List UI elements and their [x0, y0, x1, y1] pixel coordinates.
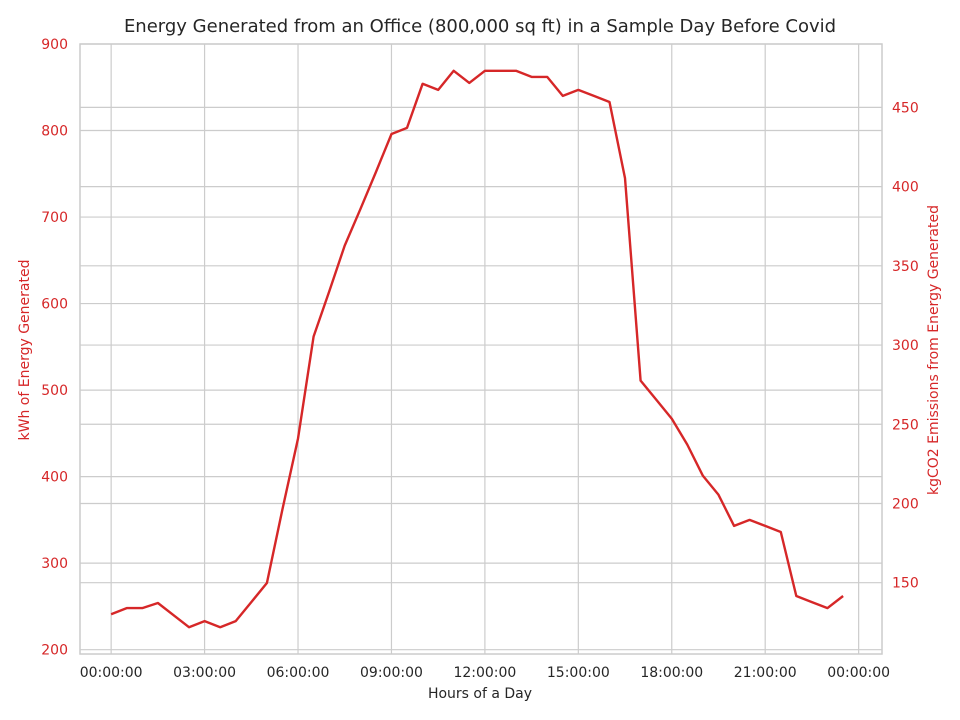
x-tick-label-6: 18:00:00 — [640, 665, 703, 681]
x-tick-labels: 00:00:00 03:00:00 06:00:00 09:00:00 12:00:00… — [80, 665, 890, 681]
x-tick-label-2: 06:00:00 — [267, 665, 330, 681]
y-right-tick-label-6: 450 — [892, 100, 919, 116]
x-tick-label-5: 15:00:00 — [547, 665, 610, 681]
x-tick-label-1: 03:00:00 — [173, 665, 236, 681]
y-right-axis-label: kgCO2 Emissions from Energy Generated — [926, 205, 942, 495]
y-left-tick-label-7: 900 — [41, 37, 68, 53]
x-tick-label-8: 00:00:00 — [827, 665, 890, 681]
y-left-tick-label-6: 800 — [41, 124, 68, 140]
chart-title: Energy Generated from an Office (800,000… — [124, 16, 836, 37]
y-left-tick-label-4: 600 — [41, 297, 68, 313]
y-left-tick-labels: 200 300 400 500 600 700 800 900 — [41, 37, 68, 659]
x-tick-label-3: 09:00:00 — [360, 665, 423, 681]
y-right-tick-label-2: 250 — [892, 417, 919, 433]
y-left-tick-label-2: 400 — [41, 470, 68, 486]
y-right-tick-label-0: 150 — [892, 576, 919, 592]
y-left-axis-label: kWh of Energy Generated — [17, 260, 33, 441]
x-tick-label-7: 21:00:00 — [734, 665, 797, 681]
y-left-tick-label-3: 500 — [41, 383, 68, 399]
grid-lines — [80, 43, 882, 654]
y-left-tick-label-5: 700 — [41, 210, 68, 226]
series-layer — [110, 69, 844, 629]
x-tick-label-4: 12:00:00 — [453, 665, 516, 681]
y-left-tick-label-0: 200 — [41, 643, 68, 659]
y-right-tick-label-5: 400 — [892, 180, 919, 196]
y-right-tick-labels: 150 200 250 300 350 400 450 — [892, 100, 919, 591]
y-right-tick-label-4: 350 — [892, 259, 919, 275]
y-right-tick-label-1: 200 — [892, 496, 919, 512]
plot-frame — [79, 43, 883, 655]
y-left-tick-label-1: 300 — [41, 556, 68, 572]
axes-frame — [79, 43, 883, 655]
x-tick-label-0: 00:00:00 — [80, 665, 143, 681]
series-line-energy — [110, 69, 844, 629]
x-axis-label: Hours of a Day — [428, 686, 532, 702]
y-right-tick-label-3: 300 — [892, 338, 919, 354]
